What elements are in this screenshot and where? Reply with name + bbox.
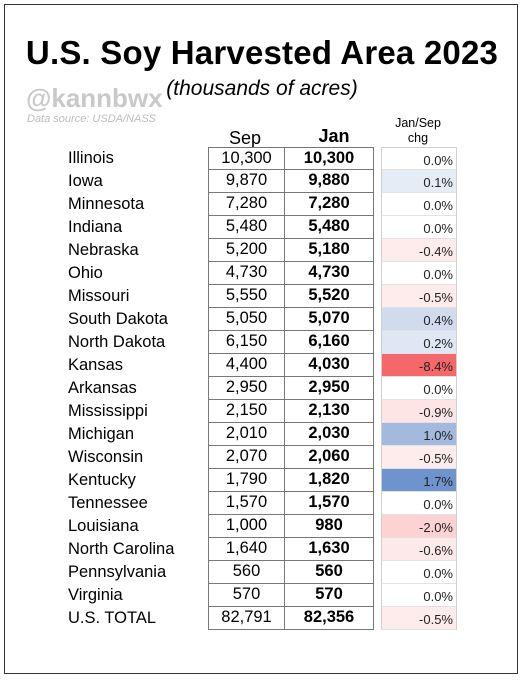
change-cell: 0.0% bbox=[381, 262, 457, 285]
change-cell: -2.0% bbox=[381, 515, 457, 538]
jan-value: 1,570 bbox=[284, 492, 374, 515]
state-label: North Dakota bbox=[68, 333, 166, 351]
change-cell: -8.4% bbox=[381, 354, 457, 377]
sep-value: 5,550 bbox=[208, 285, 284, 308]
state-label: South Dakota bbox=[68, 310, 168, 328]
state-label: Kentucky bbox=[68, 471, 136, 489]
sep-value: 82,791 bbox=[208, 607, 284, 630]
sep-value: 5,200 bbox=[208, 239, 284, 262]
jan-value: 9,880 bbox=[284, 170, 374, 193]
jan-value: 980 bbox=[284, 515, 374, 538]
jan-value: 2,060 bbox=[284, 446, 374, 469]
jan-value: 570 bbox=[284, 584, 374, 607]
author-handle: @kannbwx bbox=[26, 83, 163, 113]
jan-value: 7,280 bbox=[284, 193, 374, 216]
change-cell: 0.0% bbox=[381, 377, 457, 400]
change-cell: 0.0% bbox=[381, 193, 457, 216]
change-cell: -0.5% bbox=[381, 446, 457, 469]
state-label: U.S. TOTAL bbox=[68, 609, 157, 627]
sep-value: 5,480 bbox=[208, 216, 284, 239]
state-label: Illinois bbox=[68, 149, 114, 167]
state-label: Tennessee bbox=[68, 494, 148, 512]
jan-value: 6,160 bbox=[284, 331, 374, 354]
change-cell: -0.9% bbox=[381, 400, 457, 423]
change-cell: 0.0% bbox=[381, 147, 457, 170]
sep-value: 7,280 bbox=[208, 193, 284, 216]
jan-value: 560 bbox=[284, 561, 374, 584]
sep-value: 5,050 bbox=[208, 308, 284, 331]
jan-value: 82,356 bbox=[284, 607, 374, 630]
change-cell: -0.5% bbox=[381, 607, 457, 630]
column-header-change-line2: chg bbox=[407, 131, 429, 145]
chart-subtitle: (thousands of acres) bbox=[166, 77, 358, 100]
change-cell: 0.2% bbox=[381, 331, 457, 354]
jan-value: 5,520 bbox=[284, 285, 374, 308]
state-label: Mississippi bbox=[68, 402, 148, 420]
change-cell: -0.4% bbox=[381, 239, 457, 262]
jan-value: 5,480 bbox=[284, 216, 374, 239]
state-label: Indiana bbox=[68, 218, 123, 236]
state-label: Wisconsin bbox=[68, 448, 144, 466]
state-label: Pennsylvania bbox=[68, 563, 167, 581]
state-label: Kansas bbox=[68, 356, 124, 374]
jan-value: 4,730 bbox=[284, 262, 374, 285]
column-header-change: Jan/Sep chg bbox=[380, 116, 456, 146]
state-label: Iowa bbox=[68, 172, 103, 190]
change-cell: 0.1% bbox=[381, 170, 457, 193]
sep-value: 560 bbox=[208, 561, 284, 584]
data-source: Data source: USDA/NASS bbox=[27, 113, 156, 125]
sep-value: 2,150 bbox=[208, 400, 284, 423]
sep-value: 10,300 bbox=[208, 147, 284, 170]
sep-value: 1,570 bbox=[208, 492, 284, 515]
sep-value: 570 bbox=[208, 584, 284, 607]
column-header-jan: Jan bbox=[318, 126, 350, 146]
change-cell: -0.5% bbox=[381, 285, 457, 308]
state-label: Nebraska bbox=[68, 241, 139, 259]
sep-value: 2,010 bbox=[208, 423, 284, 446]
state-label: Ohio bbox=[68, 264, 103, 282]
change-cell: -0.6% bbox=[381, 538, 457, 561]
sep-value: 2,070 bbox=[208, 446, 284, 469]
change-cell: 0.0% bbox=[381, 492, 457, 515]
sep-value: 1,790 bbox=[208, 469, 284, 492]
jan-value: 1,820 bbox=[284, 469, 374, 492]
state-label: Missouri bbox=[68, 287, 130, 305]
sep-value: 9,870 bbox=[208, 170, 284, 193]
column-header-sep: Sep bbox=[228, 128, 262, 148]
jan-value: 1,630 bbox=[284, 538, 374, 561]
change-cell: 0.0% bbox=[381, 584, 457, 607]
state-label: Michigan bbox=[68, 425, 135, 443]
sep-value: 6,150 bbox=[208, 331, 284, 354]
change-cell: 1.0% bbox=[381, 423, 457, 446]
column-header-change-line1: Jan/Sep bbox=[395, 116, 441, 130]
change-cell: 0.0% bbox=[381, 216, 457, 239]
jan-value: 4,030 bbox=[284, 354, 374, 377]
state-label: Minnesota bbox=[68, 195, 145, 213]
change-cell: 0.4% bbox=[381, 308, 457, 331]
sep-value: 4,730 bbox=[208, 262, 284, 285]
change-cell: 1.7% bbox=[381, 469, 457, 492]
sep-value: 1,640 bbox=[208, 538, 284, 561]
sep-value: 4,400 bbox=[208, 354, 284, 377]
sep-value: 1,000 bbox=[208, 515, 284, 538]
sep-value: 2,950 bbox=[208, 377, 284, 400]
jan-value: 5,180 bbox=[284, 239, 374, 262]
state-label: Louisiana bbox=[68, 517, 139, 535]
jan-value: 2,950 bbox=[284, 377, 374, 400]
state-label: North Carolina bbox=[68, 540, 175, 558]
jan-value: 10,300 bbox=[284, 147, 374, 170]
state-label: Arkansas bbox=[68, 379, 137, 397]
chart-title: U.S. Soy Harvested Area 2023 bbox=[25, 34, 499, 71]
state-label: Virginia bbox=[68, 586, 123, 604]
jan-value: 5,070 bbox=[284, 308, 374, 331]
jan-value: 2,130 bbox=[284, 400, 374, 423]
jan-value: 2,030 bbox=[284, 423, 374, 446]
change-cell: 0.0% bbox=[381, 561, 457, 584]
